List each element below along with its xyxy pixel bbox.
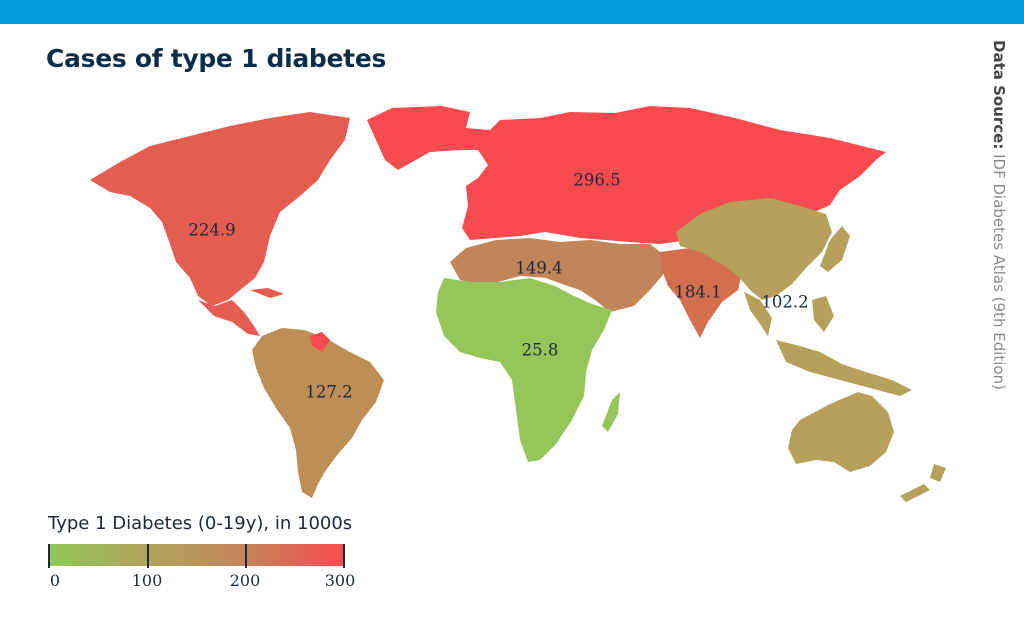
region-south-america bbox=[252, 328, 384, 498]
legend-tick-label-0: 0 bbox=[49, 571, 61, 590]
region-japan bbox=[820, 226, 850, 272]
value-label-north-america: 224.9 bbox=[188, 220, 236, 240]
value-label-south-east-asia: 184.1 bbox=[674, 282, 722, 302]
value-label-mena: 149.4 bbox=[515, 258, 563, 278]
value-label-europe: 296.5 bbox=[573, 170, 621, 190]
region-africa bbox=[436, 278, 612, 462]
region-north-america bbox=[90, 112, 350, 306]
legend-tick-200 bbox=[245, 544, 247, 568]
region-western-pacific bbox=[676, 198, 832, 300]
region-se-asia-islands bbox=[744, 292, 912, 396]
header-bar bbox=[0, 0, 1024, 24]
value-label-africa: 25.8 bbox=[521, 340, 559, 360]
value-label-south-america: 127.2 bbox=[305, 382, 353, 402]
region-australia bbox=[788, 392, 894, 472]
region-mena bbox=[450, 238, 670, 312]
region-south-east-asia bbox=[660, 248, 742, 338]
value-label-western-pacific: 102.2 bbox=[761, 292, 809, 312]
legend-tick-label-100: 100 bbox=[131, 571, 163, 590]
legend-tick-0 bbox=[48, 544, 50, 568]
legend-color-scale bbox=[48, 544, 344, 566]
legend-tick-300 bbox=[343, 544, 345, 568]
world-map bbox=[90, 106, 946, 502]
legend-tick-label-300: 300 bbox=[324, 571, 356, 590]
region-central-america bbox=[198, 288, 284, 336]
legend-tick-label-200: 200 bbox=[229, 571, 261, 590]
page-title: Cases of type 1 diabetes bbox=[46, 44, 387, 73]
legend-title: Type 1 Diabetes (0-19y), in 1000s bbox=[48, 513, 353, 534]
region-new-zealand bbox=[900, 464, 946, 502]
region-madagascar bbox=[602, 392, 620, 432]
legend-tick-100 bbox=[147, 544, 149, 568]
region-guiana bbox=[310, 332, 330, 352]
